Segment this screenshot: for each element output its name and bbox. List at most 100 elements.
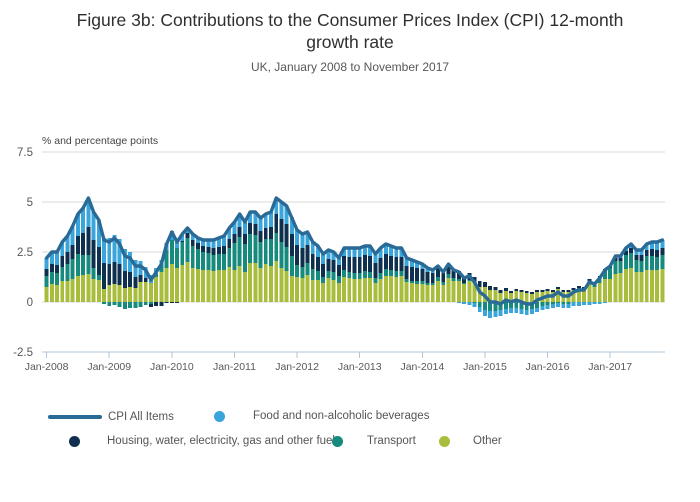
bar-segment[interactable] [81,275,86,302]
bar-segment[interactable] [263,214,268,228]
bar-segment[interactable] [587,302,592,305]
bar-segment[interactable] [159,272,164,302]
bar-segment[interactable] [60,267,65,281]
bar-segment[interactable] [483,302,487,310]
bar-segment[interactable] [420,284,425,302]
bar-segment[interactable] [143,278,148,282]
bar-segment[interactable] [112,262,117,284]
bar-segment[interactable] [420,281,425,284]
bar-segment[interactable] [649,270,654,302]
bar-segment[interactable] [60,242,65,256]
bar-segment[interactable] [232,222,237,234]
bar-segment[interactable] [274,261,279,302]
bar-segment[interactable] [342,256,347,270]
bar-segment[interactable] [70,226,75,245]
bar-segment[interactable] [242,244,247,272]
bar-segment[interactable] [399,257,404,271]
bar-segment[interactable] [216,238,221,247]
bar-segment[interactable] [242,222,247,234]
bar-segment[interactable] [112,235,117,262]
bar-segment[interactable] [529,309,534,314]
bar-segment[interactable] [373,278,378,283]
bar-segment[interactable] [195,238,200,243]
bar-segment[interactable] [180,235,185,241]
bar-segment[interactable] [169,302,174,303]
bar-segment[interactable] [253,263,258,302]
bar-segment[interactable] [112,284,117,302]
bar-segment[interactable] [279,202,284,219]
bar-segment[interactable] [336,283,341,302]
bar-segment[interactable] [164,268,169,302]
bar-segment[interactable] [107,264,112,285]
bar-segment[interactable] [55,273,60,285]
bar-segment[interactable] [629,248,634,253]
bar-segment[interactable] [180,242,185,265]
bar-segment[interactable] [618,261,623,273]
bar-segment[interactable] [159,265,164,272]
bar-segment[interactable] [634,272,639,302]
bar-segment[interactable] [112,302,117,305]
bar-segment[interactable] [201,270,206,302]
bar-segment[interactable] [122,249,127,271]
bar-segment[interactable] [399,248,404,257]
bar-segment[interactable] [519,302,524,309]
bar-segment[interactable] [133,277,138,288]
bar-segment[interactable] [305,275,310,302]
bar-segment[interactable] [65,264,70,281]
bar-segment[interactable] [535,308,540,312]
bar-segment[interactable] [399,276,404,302]
bar-segment[interactable] [571,302,576,306]
bar-segment[interactable] [441,285,446,302]
bar-segment[interactable] [258,218,263,231]
bar-segment[interactable] [535,290,540,292]
bar-segment[interactable] [232,270,237,302]
bar-segment[interactable] [420,264,425,269]
bar-segment[interactable] [326,278,331,302]
bar-segment[interactable] [535,292,540,302]
bar-segment[interactable] [81,255,86,275]
bar-segment[interactable] [603,271,607,279]
bar-segment[interactable] [117,239,122,264]
bar-segment[interactable] [75,276,80,302]
bar-segment[interactable] [404,266,409,279]
bar-segment[interactable] [597,302,602,304]
bar-segment[interactable] [201,240,206,246]
bar-segment[interactable] [618,273,623,302]
bar-segment[interactable] [514,291,519,302]
bar-segment[interactable] [462,284,467,302]
bar-segment[interactable] [122,271,127,288]
bar-segment[interactable] [107,285,112,302]
bar-segment[interactable] [91,240,96,268]
bar-segment[interactable] [441,273,446,282]
bar-segment[interactable] [477,302,482,307]
bar-segment[interactable] [149,304,153,307]
bar-segment[interactable] [540,306,545,310]
bar-segment[interactable] [550,304,555,308]
legend-item-housing[interactable]: Housing, water, electricity, gas and oth… [69,435,341,447]
bar-segment[interactable] [545,289,550,291]
bar-segment[interactable] [362,271,367,278]
bar-segment[interactable] [613,274,618,302]
bar-segment[interactable] [639,250,644,255]
bar-segment[interactable] [389,276,393,302]
bar-segment[interactable] [373,263,378,278]
bar-segment[interactable] [107,238,112,264]
bar-segment[interactable] [483,310,487,316]
bar-segment[interactable] [206,247,211,253]
bar-segment[interactable] [451,281,456,302]
bar-segment[interactable] [237,266,242,302]
bar-segment[interactable] [284,206,289,224]
bar-segment[interactable] [248,263,253,302]
bar-segment[interactable] [70,245,75,259]
bar-segment[interactable] [321,277,326,283]
bar-segment[interactable] [253,235,258,263]
bar-segment[interactable] [347,278,352,302]
bar-segment[interactable] [274,233,279,261]
bar-segment[interactable] [597,283,602,302]
bar-segment[interactable] [216,254,221,270]
bar-segment[interactable] [383,254,388,269]
bar-segment[interactable] [44,287,49,302]
bar-segment[interactable] [102,263,106,289]
bar-segment[interactable] [488,311,493,318]
bar-segment[interactable] [603,279,607,302]
